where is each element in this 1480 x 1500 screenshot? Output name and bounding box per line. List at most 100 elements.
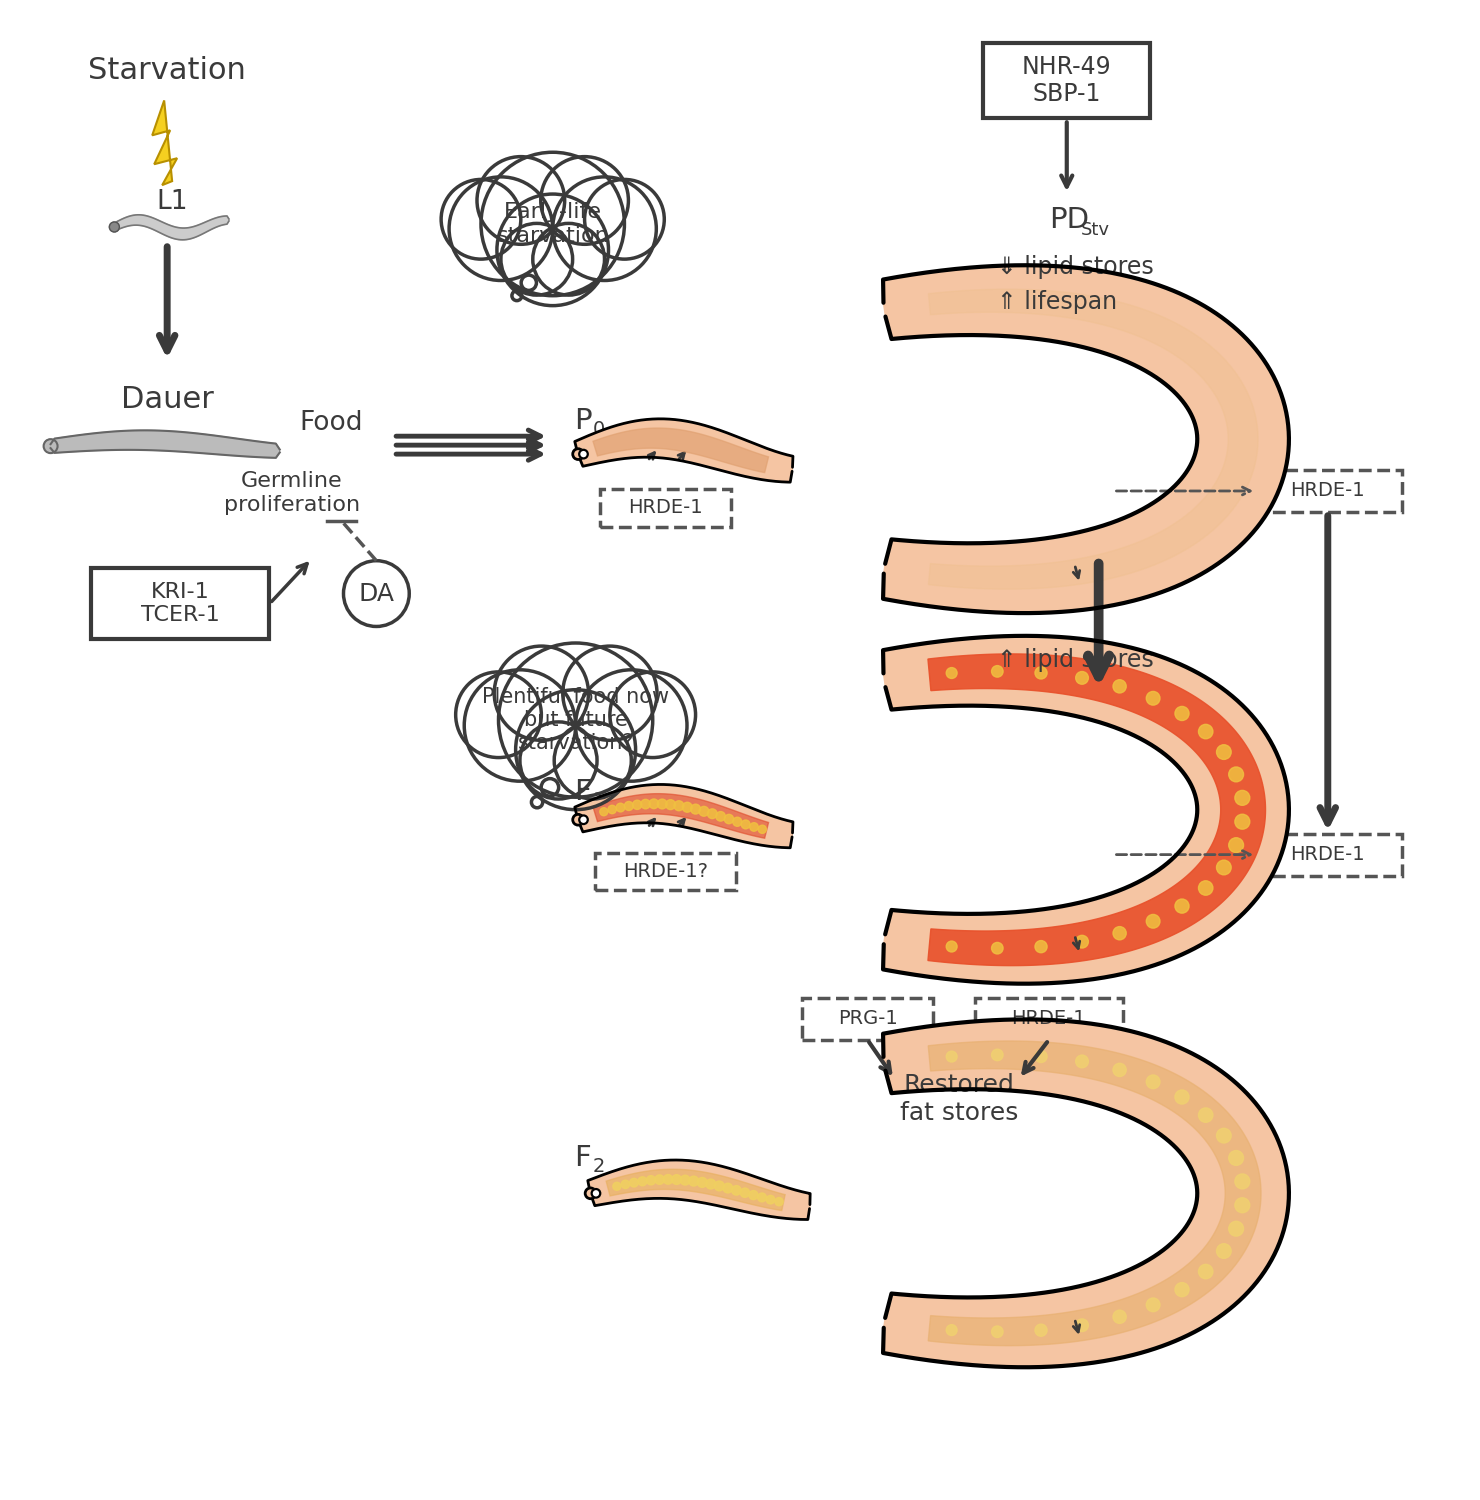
Circle shape	[697, 1178, 707, 1188]
Circle shape	[613, 1182, 622, 1191]
Circle shape	[1175, 1090, 1188, 1104]
Polygon shape	[884, 1020, 1289, 1368]
Circle shape	[1076, 936, 1088, 948]
Circle shape	[441, 180, 521, 260]
Text: KRI-1
TCER-1: KRI-1 TCER-1	[141, 582, 219, 626]
Circle shape	[741, 821, 750, 830]
Circle shape	[542, 778, 558, 796]
Circle shape	[499, 644, 653, 796]
Polygon shape	[928, 654, 1265, 966]
Circle shape	[573, 448, 583, 459]
Circle shape	[681, 1174, 690, 1185]
Circle shape	[1076, 672, 1088, 684]
Text: P: P	[574, 406, 591, 435]
Circle shape	[672, 1174, 681, 1185]
Circle shape	[1199, 724, 1214, 740]
Text: NHR-49
SBP-1: NHR-49 SBP-1	[1023, 54, 1111, 106]
Circle shape	[1217, 744, 1231, 759]
Circle shape	[343, 561, 410, 627]
Polygon shape	[593, 427, 768, 472]
Circle shape	[641, 800, 650, 808]
Circle shape	[654, 1174, 665, 1185]
Circle shape	[946, 1052, 958, 1062]
Circle shape	[531, 796, 543, 808]
Polygon shape	[928, 290, 1258, 590]
Circle shape	[1234, 790, 1249, 806]
Circle shape	[632, 800, 642, 810]
Circle shape	[722, 1184, 733, 1192]
Circle shape	[540, 156, 629, 244]
Circle shape	[992, 1326, 1003, 1338]
Circle shape	[1175, 898, 1188, 914]
Circle shape	[1234, 1198, 1249, 1212]
Circle shape	[576, 670, 687, 782]
Circle shape	[608, 806, 616, 813]
Circle shape	[1217, 1244, 1231, 1258]
Circle shape	[1147, 692, 1160, 705]
Circle shape	[666, 800, 675, 810]
Polygon shape	[114, 214, 229, 240]
Circle shape	[657, 800, 667, 808]
Circle shape	[1217, 1128, 1231, 1143]
Text: 0: 0	[592, 420, 605, 440]
Circle shape	[552, 177, 656, 280]
Circle shape	[448, 177, 552, 280]
Polygon shape	[574, 419, 793, 482]
Circle shape	[776, 1197, 783, 1206]
Circle shape	[740, 1188, 749, 1197]
Circle shape	[1035, 1050, 1048, 1062]
Text: HRDE-1: HRDE-1	[628, 498, 703, 517]
Text: Early-life
starvation: Early-life starvation	[496, 202, 610, 246]
Circle shape	[682, 802, 693, 812]
Text: Plentiful food now
but future
starvation?: Plentiful food now but future starvation…	[482, 687, 669, 753]
Circle shape	[533, 224, 604, 296]
Text: HRDE-1: HRDE-1	[1291, 844, 1365, 864]
Text: 2: 2	[592, 1158, 605, 1176]
Circle shape	[750, 822, 758, 831]
Circle shape	[622, 1180, 629, 1188]
Circle shape	[1035, 1324, 1048, 1336]
Circle shape	[716, 812, 725, 820]
Circle shape	[946, 1324, 958, 1335]
Text: HRDE-1: HRDE-1	[1291, 482, 1365, 501]
Text: Restored
fat stores: Restored fat stores	[900, 1072, 1018, 1125]
Circle shape	[688, 1176, 699, 1186]
Text: Dauer: Dauer	[121, 386, 213, 414]
Text: Food: Food	[300, 410, 363, 436]
Circle shape	[592, 1190, 601, 1197]
Circle shape	[1113, 1310, 1126, 1323]
Circle shape	[647, 1176, 656, 1185]
Circle shape	[1228, 1221, 1243, 1236]
Circle shape	[699, 807, 709, 816]
Text: PD: PD	[1049, 206, 1089, 234]
Circle shape	[1234, 815, 1249, 830]
Circle shape	[1035, 940, 1048, 952]
Circle shape	[519, 722, 596, 800]
Circle shape	[579, 450, 588, 459]
Circle shape	[706, 1179, 716, 1190]
Text: HRDE-1: HRDE-1	[1011, 1010, 1086, 1029]
Circle shape	[1228, 766, 1243, 782]
Circle shape	[992, 942, 1003, 954]
Circle shape	[477, 156, 565, 244]
Circle shape	[1076, 1054, 1088, 1068]
Polygon shape	[928, 1041, 1261, 1346]
Circle shape	[1199, 880, 1214, 896]
Circle shape	[562, 646, 657, 741]
Circle shape	[500, 224, 573, 296]
Text: DA: DA	[358, 582, 394, 606]
Circle shape	[554, 722, 632, 800]
Text: F: F	[574, 1144, 591, 1173]
Text: 1: 1	[592, 790, 605, 810]
Circle shape	[1113, 680, 1126, 693]
Circle shape	[758, 1192, 767, 1202]
Circle shape	[1234, 1174, 1249, 1190]
Circle shape	[573, 815, 583, 825]
Circle shape	[585, 180, 665, 260]
Circle shape	[767, 1196, 776, 1204]
Circle shape	[992, 1048, 1003, 1060]
Circle shape	[650, 800, 659, 808]
Circle shape	[497, 194, 608, 306]
Circle shape	[715, 1180, 724, 1191]
Circle shape	[663, 1174, 673, 1184]
